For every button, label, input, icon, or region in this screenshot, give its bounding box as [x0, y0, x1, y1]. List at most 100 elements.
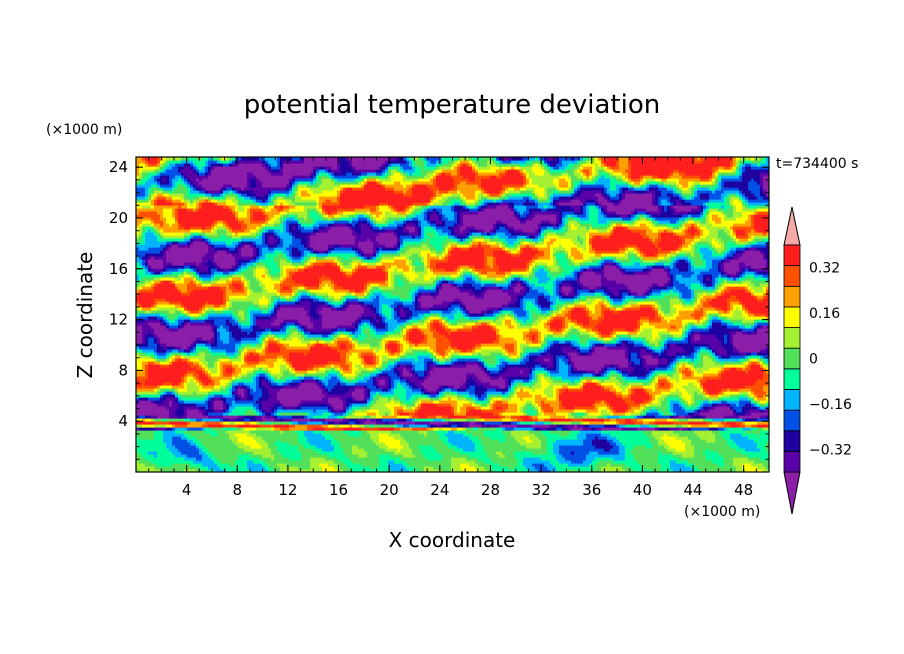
contour-cell [208, 448, 245, 452]
contour-cell [466, 409, 470, 413]
contour-cell [418, 415, 428, 419]
contour-cell [154, 286, 176, 290]
contour-cell [733, 340, 769, 344]
contour-cell [658, 427, 671, 431]
contour-cell [532, 316, 539, 320]
contour-cell [715, 286, 719, 290]
contour-cell [724, 361, 743, 365]
contour-cell [583, 322, 590, 326]
contour-cell [370, 400, 374, 404]
contour-cell [736, 295, 755, 299]
contour-cell [682, 385, 698, 389]
contour-cell [664, 439, 683, 443]
contour-cell [448, 319, 458, 323]
contour-cell [202, 463, 218, 467]
contour-cell [595, 457, 614, 461]
contour-cell [403, 463, 410, 467]
contour-cell [658, 400, 662, 404]
contour-cell [637, 322, 641, 326]
contour-cell [406, 406, 413, 410]
contour-cell [505, 280, 509, 284]
contour-cell [349, 433, 362, 437]
contour-cell [514, 310, 527, 314]
contour-cell [304, 286, 308, 290]
contour-cell [514, 313, 518, 317]
contour-cell [418, 430, 428, 434]
contour-cell [292, 292, 296, 296]
contour-cell [202, 370, 206, 374]
contour-cell [205, 301, 209, 305]
contour-cell [385, 448, 398, 452]
contour-cell [259, 298, 269, 302]
contour-cell [658, 313, 662, 317]
contour-cell [208, 316, 233, 320]
contour-cell [592, 352, 626, 356]
contour-cell [382, 313, 386, 317]
contour-cell [370, 397, 374, 401]
contour-cell [523, 331, 530, 335]
contour-cell [472, 346, 476, 350]
contour-cell [142, 361, 149, 365]
contour-cell [517, 394, 533, 398]
contour-cell [667, 340, 689, 344]
contour-cell [241, 397, 248, 401]
contour-cell [514, 286, 524, 290]
contour-cell [256, 382, 260, 386]
contour-cell [295, 373, 305, 377]
contour-cell [709, 343, 722, 347]
contour-cell [349, 355, 359, 359]
contour-cell [616, 382, 623, 386]
contour-cell [691, 331, 695, 335]
contour-cell [481, 403, 488, 407]
contour-cell [466, 457, 479, 461]
contour-cell [184, 310, 188, 314]
contour-cell [505, 316, 512, 320]
contour-cell [592, 373, 596, 377]
contour-cell [628, 388, 632, 392]
contour-cell [757, 424, 769, 428]
contour-cell [646, 292, 650, 296]
contour-cell [223, 403, 227, 407]
contour-cell [652, 382, 656, 386]
contour-cell [592, 460, 599, 464]
contour-cell [517, 298, 521, 302]
contour-cell [670, 379, 677, 383]
contour-cell [274, 454, 284, 458]
contour-cell [592, 442, 611, 446]
contour-cell [571, 310, 587, 314]
contour-cell [631, 397, 650, 401]
contour-cell [370, 436, 380, 440]
contour-cell [391, 304, 398, 308]
contour-cell [478, 319, 494, 323]
contour-cell [274, 418, 281, 422]
contour-cell [751, 388, 764, 392]
contour-cell [403, 367, 407, 371]
contour-cell [388, 463, 404, 467]
contour-cell [565, 340, 572, 344]
contour-cell [415, 409, 419, 413]
contour-cell [679, 427, 683, 431]
contour-cell [547, 445, 554, 449]
contour-cell [616, 280, 668, 284]
contour-cell [658, 382, 662, 386]
contour-cell [568, 415, 575, 419]
contour-cell [523, 349, 527, 353]
contour-cell [142, 367, 146, 371]
contour-cell [694, 292, 698, 296]
contour-cell [247, 343, 251, 347]
contour-cell [709, 349, 713, 353]
contour-cell [439, 436, 449, 440]
contour-cell [508, 376, 530, 380]
contour-cell [439, 427, 443, 431]
contour-cell [187, 361, 194, 365]
contour-cell [490, 352, 503, 356]
contour-cell [277, 439, 281, 443]
contour-cell [664, 349, 668, 353]
contour-cell [349, 457, 380, 461]
contour-cell [502, 307, 524, 311]
contour-cell [301, 403, 329, 407]
contour-cell [235, 463, 248, 467]
contour-cell [379, 436, 395, 440]
contour-cell [196, 445, 200, 449]
contour-cell [421, 406, 452, 410]
